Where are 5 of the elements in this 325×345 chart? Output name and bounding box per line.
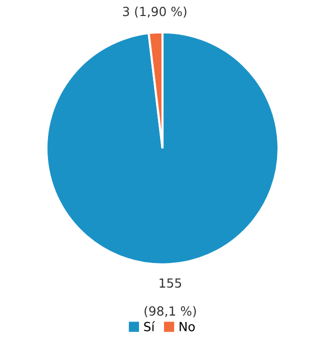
data-label: 3 (1,90 %) — [123, 6, 186, 18]
pie-slice — [45, 31, 280, 266]
legend-label: No — [180, 322, 195, 332]
text: 155 (98,1 %) — [144, 278, 196, 318]
legend-label: Sí — [144, 321, 156, 332]
